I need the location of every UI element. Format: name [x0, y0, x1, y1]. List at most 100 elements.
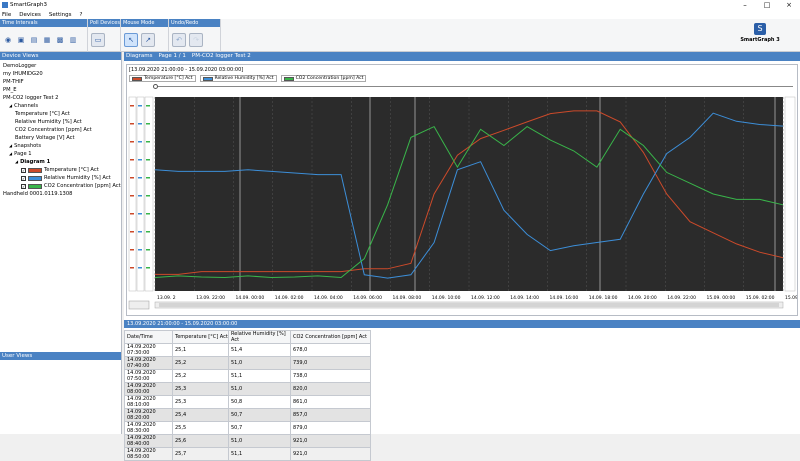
diagram-device-label: PM-CO2 logger Test 2 [191, 53, 251, 59]
tree-item[interactable]: DemoLogger [0, 62, 121, 70]
title-bar: SmartGraph3 – □ × [0, 0, 800, 10]
pointer-icon[interactable]: ↖ [124, 32, 138, 47]
y-axis-tick [146, 267, 150, 269]
table-row[interactable]: 14.09.2020 08:00:00 25,3 51,0 820,0 [124, 382, 371, 396]
user-views-header: User Views [0, 352, 121, 360]
table-row[interactable]: 14.09.2020 07:50:00 25,2 51,1 738,0 [124, 369, 371, 383]
tree-item-label: Relative Humidity [%] Act [15, 119, 82, 125]
logo-text: SmartGraph 3 [740, 37, 780, 43]
menu-settings[interactable]: Settings [48, 11, 72, 18]
globe-icon[interactable]: ◉ [4, 35, 12, 44]
ribbon-group-mouse-mode: Mouse Mode ↖ ↗ [121, 19, 169, 52]
y-axis-tick [130, 231, 134, 233]
poll-devices-icon[interactable]: ▭ [91, 32, 105, 47]
tree-item[interactable]: my IHUMIDG20 [0, 70, 121, 78]
checkbox[interactable]: ✓ [21, 175, 26, 181]
expand-arrow-icon[interactable]: ◢ [9, 143, 13, 148]
tree-item[interactable]: ◢ Channels [0, 102, 121, 110]
minimize-button[interactable]: – [743, 1, 747, 9]
main-area: Diagrams Page 1 / 1 PM-CO2 logger Test 2… [124, 52, 800, 461]
tree-item-label: CO2 Concentration [ppm] Act [15, 127, 92, 133]
close-button[interactable]: × [786, 1, 792, 9]
x-tick-label: 14.09. 20:00 [628, 295, 657, 301]
redo-icon[interactable]: ↷ [189, 32, 203, 47]
legend-item-co2[interactable]: CO2 Concentration [ppm] Act [280, 75, 367, 82]
calendar-month-icon[interactable]: ▦ [43, 35, 51, 44]
table-cell: 14.09.2020 07:30:00 [124, 343, 173, 357]
tree-item[interactable]: ✓ Temperature [°C] Act [0, 166, 121, 174]
legend-swatch [202, 76, 213, 81]
x-tick-label: 14.09. 06:00 [353, 295, 382, 301]
y-axis-tick [138, 231, 142, 233]
table-cell: 14.09.2020 08:10:00 [124, 395, 173, 409]
tree-item[interactable]: ◢ Diagram 1 [0, 158, 121, 166]
tree-item[interactable]: Handheld 0001.0119.1308 [0, 190, 121, 198]
time-slider[interactable] [153, 84, 793, 89]
checkbox[interactable]: ✓ [21, 167, 26, 173]
tree-item[interactable]: Temperature [°C] Act [0, 110, 121, 118]
legend-item-humidity[interactable]: Relative Humidity [%] Act [199, 75, 277, 82]
pan-icon[interactable]: ↗ [141, 32, 155, 47]
tree-item[interactable]: ✓ Relative Humidity [%] Act [0, 174, 121, 182]
table-cell: 50,8 [228, 395, 291, 409]
table-row[interactable]: 14.09.2020 08:40:00 25,6 51,0 921,0 [124, 434, 371, 448]
calendar-day-icon[interactable]: ▣ [17, 35, 25, 44]
table-cell: 51,0 [228, 382, 291, 396]
series-swatch [28, 167, 42, 173]
tree-item[interactable]: CO2 Concentration [ppm] Act [0, 126, 121, 134]
tree-item[interactable]: PM_E [0, 86, 121, 94]
table-cell: 14.09.2020 08:40:00 [124, 434, 173, 448]
x-tick-label: 14.09. 16:00 [550, 295, 579, 301]
y-axis-tick [138, 195, 142, 197]
calendar-year-icon[interactable]: ▥ [69, 35, 77, 44]
column-header-temperature[interactable]: Temperature [°C] Act [172, 330, 229, 344]
tree-item[interactable]: ◢ Page 1 [0, 150, 121, 158]
y-axis-tick [130, 267, 134, 269]
series-line [154, 112, 784, 279]
menu-file[interactable]: File [2, 11, 12, 18]
menu-help[interactable]: ? [79, 11, 83, 18]
x-tick-label: 14.09. 04:00 [314, 295, 343, 301]
table-row[interactable]: 14.09.2020 07:40:00 25,2 51,0 739,0 [124, 356, 371, 370]
tree-item[interactable]: ✓ CO2 Concentration [ppm] Act [0, 182, 121, 190]
legend-item-temperature[interactable]: Temperature [°C] Act [129, 75, 196, 82]
table-row[interactable]: 14.09.2020 08:50:00 25,7 51,1 921,0 [124, 447, 371, 461]
column-header-co2[interactable]: CO2 Concentration [ppm] Act [290, 330, 371, 344]
x-tick-label: 14.09. 02:00 [275, 295, 304, 301]
series-swatch [28, 183, 42, 189]
tree-item[interactable]: PM-CO2 logger Test 2 [0, 94, 121, 102]
tree-item-label: Battery Voltage [V] Act [15, 135, 75, 141]
expand-arrow-icon[interactable]: ◢ [9, 151, 13, 156]
line-chart[interactable]: 13.09. 2 13.09. 22:00 14.09. 00:00 14.09. 0… [127, 95, 797, 315]
maximize-button[interactable]: □ [763, 1, 771, 9]
table-row[interactable]: 14.09.2020 07:30:00 25,1 51,4 678,0 [124, 343, 371, 357]
expand-arrow-icon[interactable]: ◢ [15, 159, 19, 164]
diagram-header: Diagrams Page 1 / 1 PM-CO2 logger Test 2 [124, 52, 800, 61]
table-row[interactable]: 14.09.2020 08:20:00 25,4 50,7 857,0 [124, 408, 371, 422]
table-cell: 921,0 [290, 434, 371, 448]
column-header-datetime[interactable]: Date/Time [124, 330, 173, 344]
undo-icon[interactable]: ↶ [172, 32, 186, 47]
table-row[interactable]: 14.09.2020 08:30:00 25,5 50,7 879,0 [124, 421, 371, 435]
device-tree: DemoLogger my IHUMIDG20 PM-THIF PM_E PM-CO2 … [0, 60, 121, 198]
checkbox[interactable]: ✓ [21, 183, 26, 189]
tree-item[interactable]: PM-THIF [0, 78, 121, 86]
y-axis-tick [138, 249, 142, 251]
menu-devices[interactable]: Devices [19, 11, 41, 18]
slider-knob[interactable] [153, 84, 158, 89]
calendar-grid-icon[interactable]: ▩ [56, 35, 64, 44]
tree-item[interactable]: Relative Humidity [%] Act [0, 118, 121, 126]
table-cell: 25,6 [172, 434, 229, 448]
legend: Temperature [°C] Act Relative Humidity [… [129, 75, 370, 82]
table-cell: 14.09.2020 08:00:00 [124, 382, 173, 396]
tree-item[interactable]: Battery Voltage [V] Act [0, 134, 121, 142]
smartgraph-logo-icon: S [754, 23, 766, 35]
y-axis-tick [130, 159, 134, 161]
expand-arrow-icon[interactable]: ◢ [9, 103, 13, 108]
calendar-week-icon[interactable]: ▤ [30, 35, 38, 44]
table-cell: 25,4 [172, 408, 229, 422]
table-row[interactable]: 14.09.2020 08:10:00 25,3 50,8 861,0 [124, 395, 371, 409]
tree-item[interactable]: ◢ Snapshots [0, 142, 121, 150]
tree-item-label: Temperature [°C] Act [44, 167, 99, 173]
column-header-humidity[interactable]: Relative Humidity [%] Act [228, 330, 291, 344]
